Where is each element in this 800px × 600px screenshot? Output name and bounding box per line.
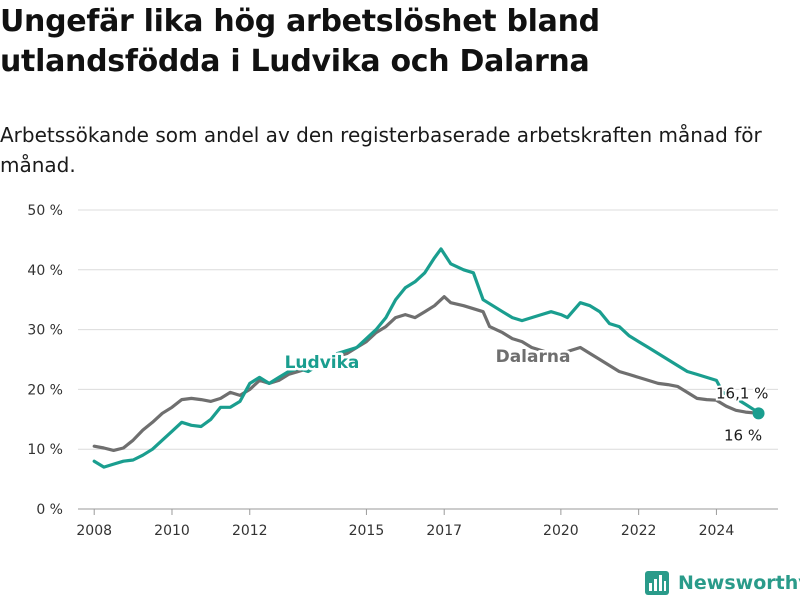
y-tick-label: 0 % [36,502,63,518]
gridlines: 0 % 10 % 20 % 30 % 40 % 50 % [27,203,778,518]
line-chart: 0 % 10 % 20 % 30 % 40 % 50 % 2008 2010 2012 2015… [27,203,778,539]
bar-chart-logo-icon [645,571,669,595]
brand-name: Newsworthy [678,572,800,594]
y-tick-label: 30 % [27,323,63,339]
x-tick-label: 2012 [232,523,268,539]
x-tick-label: 2015 [349,523,385,539]
series-label-ludvika: Ludvika [285,353,360,373]
x-tick-label: 2008 [76,523,112,539]
x-tick-label: 2020 [543,523,579,539]
end-value-label-ludvika: 16,1 % [716,385,768,403]
x-tick-label: 2017 [426,523,462,539]
y-tick-label: 50 % [27,203,63,219]
y-tick-label: 10 % [27,442,63,458]
series-lines [92,247,761,469]
series-line-dalarna [92,295,761,452]
series-label-dalarna: Dalarna [496,347,571,367]
x-tick-label: 2010 [154,523,190,539]
end-value-label-dalarna: 16 % [724,426,762,444]
series-line-ludvika [92,247,761,469]
x-tick-label: 2024 [699,523,735,539]
newsworthy-logo: Newsworthy [644,568,800,598]
x-axis: 2008 2010 2012 2015 2017 2020 2022 2024 [76,509,734,539]
chart-title: Ungefär lika hög arbetslöshet bland utla… [0,4,600,79]
y-tick-label: 40 % [27,263,63,279]
series-labels: Dalarna Ludvika 16,1 % 16 % [282,345,770,447]
end-point-marker [752,407,765,420]
x-tick-label: 2022 [621,523,657,539]
chart-subtitle: Arbetssökande som andel av den registerb… [0,123,762,177]
y-tick-label: 20 % [27,382,63,398]
